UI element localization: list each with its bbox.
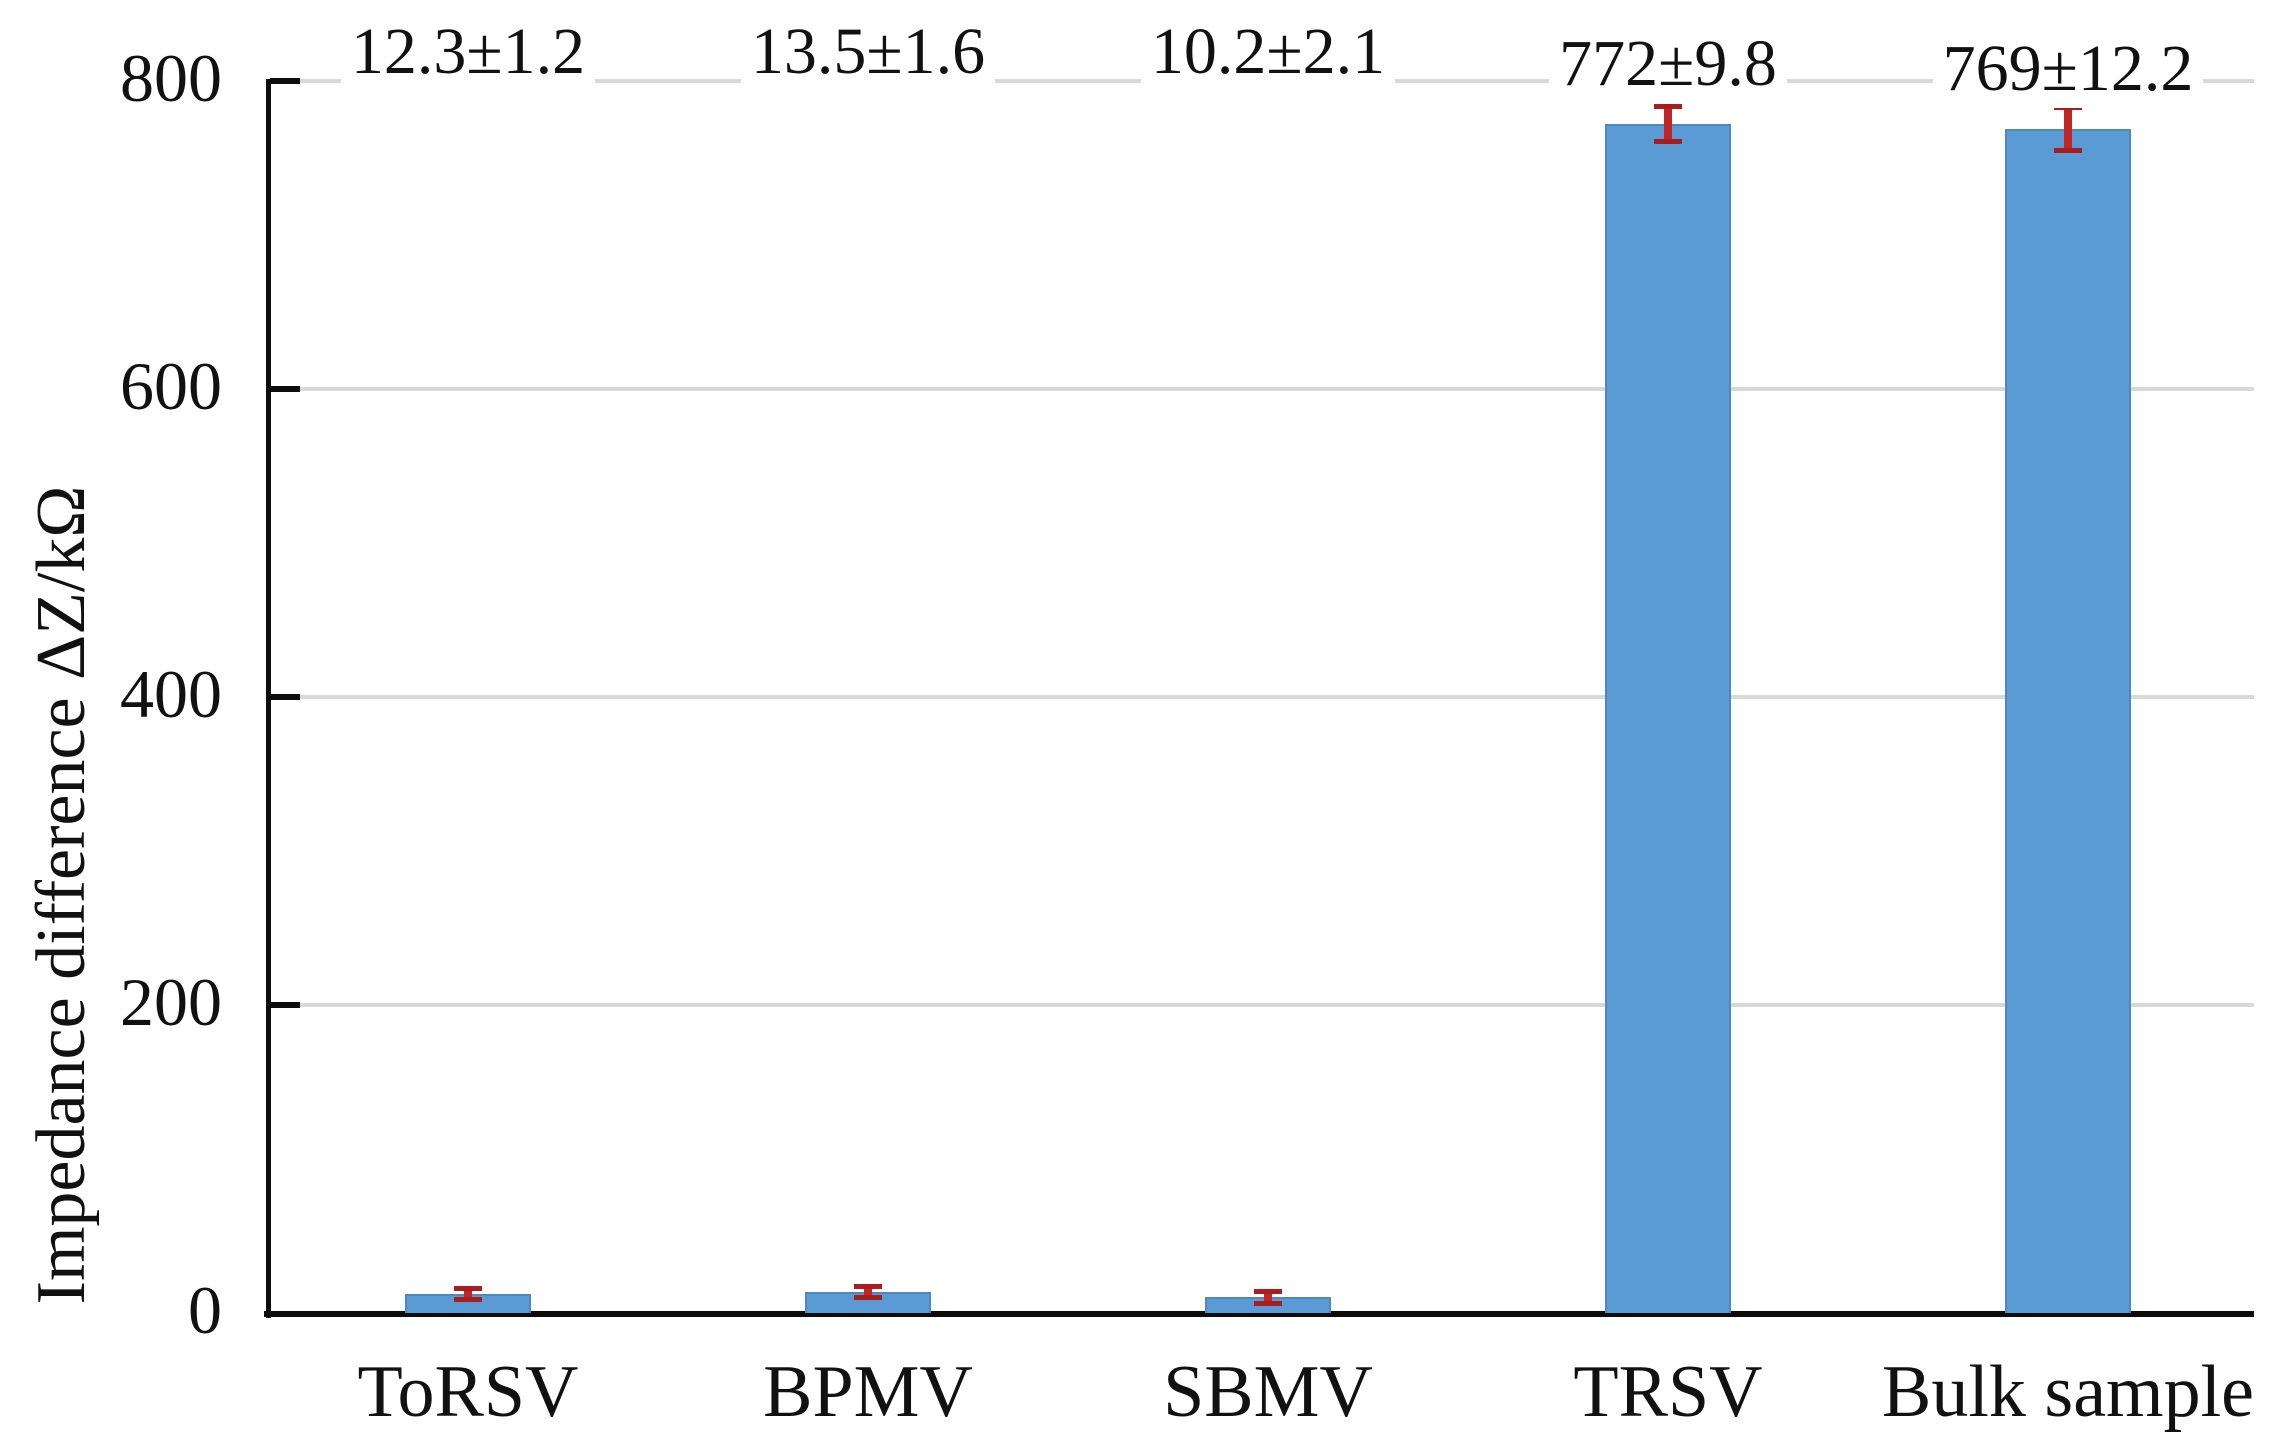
gridline xyxy=(268,387,2254,391)
bar xyxy=(805,1292,931,1313)
bar-value-label: 12.3±1.2 xyxy=(208,12,728,92)
x-category-label: TRSV xyxy=(1573,1351,1763,1433)
x-category-label: Bulk sample xyxy=(1881,1351,2255,1433)
bar-value-text: 13.5±1.6 xyxy=(740,12,996,92)
error-bar-stem xyxy=(2064,109,2072,148)
bar xyxy=(2005,128,2131,1313)
error-bar-stem xyxy=(464,1291,472,1298)
bar-value-label: 772±9.8 xyxy=(1408,24,1928,104)
y-tick-mark xyxy=(270,386,300,392)
error-bar-stem xyxy=(1664,109,1672,140)
error-bar xyxy=(454,1286,482,1303)
error-bar-bottom-cap xyxy=(854,1295,882,1301)
y-axis-line xyxy=(266,79,271,1318)
gridline xyxy=(268,1003,2254,1007)
y-tick-mark xyxy=(270,694,300,700)
error-bar-bottom-cap xyxy=(1654,139,1682,145)
error-bar-top-cap xyxy=(454,1286,482,1292)
x-category-label: ToRSV xyxy=(357,1351,579,1433)
error-bar-top-cap xyxy=(1254,1289,1282,1295)
error-bar-top-cap xyxy=(854,1284,882,1290)
y-tick-label: 600 xyxy=(120,348,222,424)
error-bar-bottom-cap xyxy=(2054,147,2082,153)
bar-value-label: 769±12.2 xyxy=(1808,28,2269,108)
x-category-label: BPMV xyxy=(763,1351,973,1433)
y-tick-mark xyxy=(270,1002,300,1008)
gridline xyxy=(268,79,2254,83)
bar-value-text: 12.3±1.2 xyxy=(340,12,596,92)
error-bar-top-cap xyxy=(1654,104,1682,110)
error-bar-stem xyxy=(864,1289,872,1296)
error-bar-top-cap xyxy=(2054,104,2082,110)
error-bar xyxy=(854,1284,882,1301)
error-bar xyxy=(2054,104,2082,153)
error-bar-stem xyxy=(1264,1294,1272,1301)
bar-value-label: 13.5±1.6 xyxy=(608,12,1128,92)
y-tick-mark xyxy=(270,78,300,84)
bar-value-text: 769±12.2 xyxy=(1932,28,2204,108)
gridline xyxy=(268,695,2254,699)
error-bar-bottom-cap xyxy=(1254,1300,1282,1306)
bar-value-text: 10.2±2.1 xyxy=(1140,12,1396,92)
error-bar xyxy=(1654,104,1682,145)
y-axis-title: Impedance difference ΔZ/kΩ xyxy=(23,485,100,1305)
bar xyxy=(1605,124,1731,1313)
x-axis-line xyxy=(264,1311,2254,1317)
error-bar xyxy=(1254,1289,1282,1306)
bar-value-text: 772±9.8 xyxy=(1549,24,1787,104)
error-bar-bottom-cap xyxy=(454,1297,482,1303)
bar-value-label: 10.2±2.1 xyxy=(1008,12,1528,92)
x-category-label: SBMV xyxy=(1163,1351,1373,1433)
y-tick-label: 800 xyxy=(120,40,222,116)
